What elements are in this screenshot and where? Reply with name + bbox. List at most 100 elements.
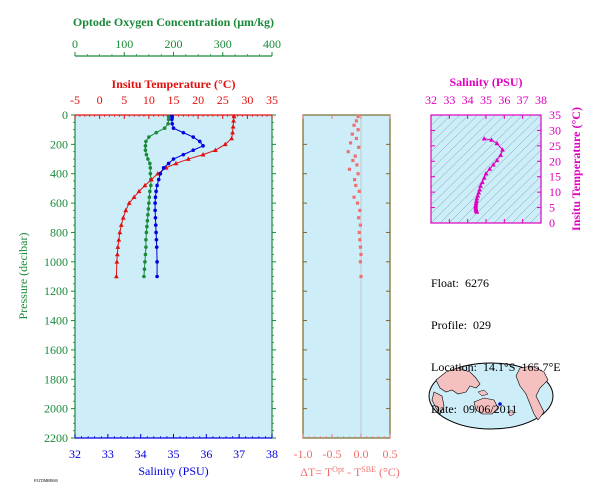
oxygen-point [146, 207, 151, 211]
temperature-point [113, 273, 119, 279]
ts-point [479, 179, 485, 185]
salinity-point [153, 215, 158, 220]
salinity-tick-label: 35 [168, 447, 180, 461]
ts-isopycnal-line [529, 211, 541, 223]
oxygen-point [147, 201, 151, 205]
ts-point [476, 190, 482, 195]
delta-tick-label: -1.0 [294, 447, 313, 461]
ts-point [474, 198, 479, 203]
temperature-point [185, 156, 191, 161]
temperature-point [231, 118, 236, 123]
delta-point [357, 145, 361, 149]
ts-isopycnal-line [493, 176, 541, 223]
salinity-point [181, 130, 186, 135]
ts-x-tick-label: 33 [443, 93, 455, 107]
oxygen-point [144, 245, 148, 249]
delta-point [356, 114, 360, 119]
ts-isopycnal-line [502, 184, 541, 223]
salinity-point [166, 161, 171, 166]
ts-isopycnal-line [475, 158, 541, 223]
oxygen-point [147, 195, 152, 200]
salinity-tick-label: 34 [135, 447, 147, 461]
salinity-tick-label: 32 [69, 447, 81, 461]
delta-point [357, 230, 361, 235]
delta-plot-frame [302, 114, 391, 439]
float-label: Float: [431, 276, 460, 290]
temperature-point [114, 259, 120, 264]
location-value: 14.1°S 165.7°E [482, 360, 561, 374]
ts-point [474, 196, 480, 201]
ts-y-tick-label: 5 [549, 201, 555, 215]
oxygen-point [162, 126, 167, 131]
delta-point [354, 119, 358, 123]
ts-isopycnal-line [431, 115, 533, 215]
footer-text: PLTDMBR00S [33, 478, 58, 483]
delta-point [354, 183, 358, 188]
temperature-point [148, 177, 154, 182]
ts-point [481, 175, 487, 180]
oxygen-point [146, 157, 150, 161]
delta-axis-label-part: - T [344, 465, 362, 479]
delta-point [351, 158, 355, 163]
salinity-point [155, 274, 159, 279]
oxygen-point [148, 161, 152, 166]
delta-point [359, 252, 363, 257]
oxygen-point [143, 260, 147, 264]
delta-point [355, 201, 360, 205]
ts-y-tick-label: 10 [549, 185, 561, 199]
oxygen-point [148, 189, 152, 194]
date-label: Date: [431, 402, 457, 416]
pressure-tick-label: 200 [50, 137, 68, 151]
delta-point [347, 167, 351, 171]
salinity-point [170, 117, 174, 122]
delta-point [359, 274, 363, 279]
date-value: 09/06/2011 [463, 402, 518, 416]
delta-point [357, 216, 361, 220]
delta-point [358, 238, 362, 242]
temperature-tick-label: 5 [121, 93, 127, 107]
temperature-tick-label: 35 [266, 93, 278, 107]
pressure-tick-label: 2000 [44, 402, 68, 416]
temperature-point [115, 244, 121, 249]
delta-point [350, 132, 354, 136]
float-location-marker [498, 402, 502, 406]
pressure-tick-label: 1000 [44, 255, 68, 269]
oxygen-point [143, 252, 148, 257]
ts-isopycnal-line [511, 193, 541, 223]
oxygen-point [166, 122, 170, 126]
map-land-asia [435, 367, 481, 395]
temperature-axis-label: Insitu Temperature (°C) [112, 77, 236, 91]
salinity-point [158, 171, 163, 176]
delta-plot-background [303, 115, 390, 438]
oxygen-tick-label: 300 [214, 37, 232, 51]
ts-x-tick-label: 32 [425, 93, 437, 107]
oxygen-point [145, 218, 150, 223]
ts-isopycnal-line [431, 115, 488, 170]
ts-x-axis-label: Salinity (PSU) [449, 75, 522, 89]
oxygen-axis-label: Optode Oxygen Concentration (μm/kg) [73, 15, 274, 29]
oxygen-point [144, 152, 149, 157]
ts-isopycnal-line [431, 115, 515, 197]
temperature-point [123, 207, 129, 213]
pressure-tick-label: 800 [50, 225, 68, 239]
location-label: Location: [431, 360, 477, 374]
ts-isopycnal-line [431, 115, 497, 179]
temperature-tick-label: 30 [241, 93, 253, 107]
salinity-tick-label: 33 [102, 447, 114, 461]
salinity-axis-label: Salinity (PSU) [138, 464, 208, 478]
delta-point [354, 136, 358, 141]
pressure-tick-label: 1600 [44, 343, 68, 357]
delta-point [348, 141, 353, 145]
salinity-point [153, 223, 158, 227]
delta-t-panel: -1.0 -0.5 0.0 0.5 ΔT= TOpt - TSBE (°C) [294, 114, 400, 479]
temperature-tick-label: 10 [143, 93, 155, 107]
oxygen-tick-label: 400 [263, 37, 281, 51]
ts-isopycnal-line [439, 123, 541, 223]
ts-y-tick-label: 25 [549, 139, 561, 153]
delta-axis-label-superscript: SBE [361, 465, 376, 474]
delta-tick-label: 0.0 [354, 447, 369, 461]
delta-point [353, 178, 357, 182]
ts-x-tick-label: 38 [535, 93, 547, 107]
oxygen-point [148, 171, 153, 176]
